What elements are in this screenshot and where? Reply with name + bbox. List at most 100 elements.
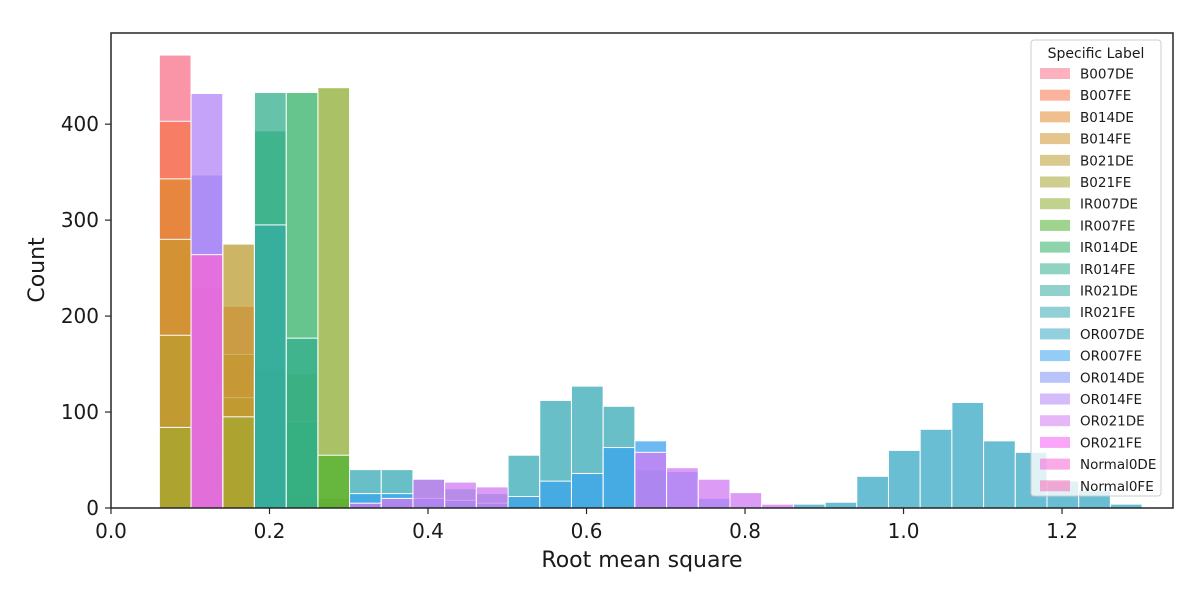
legend-label: B014DE — [1080, 110, 1134, 126]
bar — [190, 254, 224, 509]
y-tick-label: 200 — [61, 304, 99, 328]
bar — [317, 87, 351, 509]
y-tick-label: 100 — [61, 400, 99, 424]
legend-label: OR007DE — [1080, 327, 1145, 343]
legend-label: IR014FE — [1080, 262, 1135, 278]
legend-swatch — [1040, 328, 1070, 340]
legend-swatch — [1040, 154, 1070, 166]
legend-label: IR021DE — [1080, 284, 1138, 300]
bar — [824, 501, 858, 509]
legend-label: OR014DE — [1080, 370, 1145, 386]
x-axis-label: Root mean square — [541, 548, 742, 573]
legend-swatch — [1040, 285, 1070, 296]
legend-label: B007FE — [1080, 88, 1131, 104]
bar — [507, 495, 541, 509]
legend-swatch — [1040, 111, 1070, 123]
y-tick-label: 0 — [86, 496, 99, 520]
legend-entry: B021FE — [1040, 175, 1131, 191]
y-axis-ticks: 0 100 200 300 400 — [61, 112, 111, 520]
bar — [158, 426, 192, 509]
bar — [602, 447, 636, 509]
bar — [951, 401, 985, 509]
legend-label: IR007DE — [1080, 197, 1138, 213]
legend-swatch — [1040, 306, 1070, 318]
legend-entry: B021DE — [1040, 153, 1134, 169]
legend-swatch — [1040, 68, 1070, 79]
bar — [666, 467, 699, 509]
axes-frame — [110, 32, 1174, 509]
legend-swatch — [1040, 436, 1070, 448]
legend-label: B021FE — [1080, 175, 1131, 191]
series-IR021DE — [253, 224, 287, 509]
legend-items: B007DE B007FE B014DE B014FE B021DE B021FE IR00… — [1040, 67, 1156, 495]
legend-swatch — [1040, 415, 1070, 427]
legend-title: Specific Label — [1048, 46, 1145, 62]
bar — [919, 428, 953, 509]
x-tick-label: 0.0 — [95, 519, 127, 543]
bar — [697, 478, 731, 509]
legend-entry: IR007DE — [1040, 197, 1138, 213]
x-axis-ticks: 0.0 0.2 0.4 0.6 0.8 1.0 1.2 — [95, 508, 1078, 543]
bar — [887, 449, 921, 509]
y-tick-label: 300 — [61, 208, 99, 232]
legend-entry: IR014FE — [1040, 262, 1135, 278]
legend-entry: Normal0DE — [1040, 457, 1156, 473]
legend-swatch — [1040, 133, 1070, 145]
series-OR007DE — [792, 401, 1143, 509]
bar — [539, 480, 572, 509]
legend-entry: IR007FE — [1040, 218, 1135, 234]
legend-entry: OR021FE — [1040, 435, 1142, 451]
legend-entry: B007FE — [1040, 88, 1131, 104]
legend-label: IR007FE — [1080, 218, 1135, 234]
bar — [475, 486, 509, 509]
legend-entry: B007DE — [1040, 67, 1134, 83]
series-Normal0DE — [190, 254, 224, 509]
legend-swatch — [1040, 458, 1070, 470]
legend-label: IR014DE — [1080, 240, 1138, 256]
legend-swatch — [1040, 241, 1070, 253]
bar — [729, 492, 763, 509]
legend-entry: OR014DE — [1040, 370, 1145, 386]
legend-entry: B014DE — [1040, 110, 1134, 126]
legend-entry: OR021DE — [1040, 414, 1145, 430]
legend-label: OR021DE — [1080, 414, 1145, 430]
x-tick-label: 0.8 — [729, 519, 761, 543]
legend-label: B007DE — [1080, 67, 1134, 83]
legend-label: IR021FE — [1080, 305, 1135, 321]
legend-swatch — [1040, 263, 1070, 275]
legend-entry: IR021DE — [1040, 284, 1138, 300]
bar — [253, 224, 287, 509]
legend-swatch — [1040, 198, 1070, 210]
legend-label: Normal0DE — [1080, 457, 1156, 473]
legend-swatch — [1040, 393, 1070, 405]
legend-label: B021DE — [1080, 153, 1134, 169]
x-tick-label: 0.2 — [254, 519, 286, 543]
bar — [570, 472, 604, 509]
x-tick-label: 0.4 — [412, 519, 444, 543]
legend-swatch — [1040, 176, 1070, 188]
y-axis-label: Count — [25, 237, 50, 303]
bar — [444, 481, 477, 509]
series-OR021DE — [349, 451, 794, 509]
legend-label: Normal0FE — [1080, 479, 1154, 495]
histogram-bars — [158, 54, 1143, 509]
legend-entry: OR007DE — [1040, 327, 1145, 343]
bar — [380, 497, 414, 509]
y-tick-label: 400 — [61, 112, 99, 136]
legend-label: OR021FE — [1080, 435, 1142, 451]
bar — [317, 454, 351, 509]
legend-label: B014FE — [1080, 132, 1131, 148]
legend: Specific Label B007DEB007FEB014DEB014FEB… — [1030, 39, 1162, 497]
legend-swatch — [1040, 371, 1070, 383]
legend-swatch — [1040, 350, 1070, 362]
legend-label: OR007FE — [1080, 349, 1142, 365]
x-tick-label: 1.2 — [1046, 519, 1078, 543]
legend-entry: IR021FE — [1040, 305, 1135, 321]
legend-swatch — [1040, 89, 1070, 101]
legend-label: OR014FE — [1080, 392, 1142, 408]
legend-entry: B014FE — [1040, 132, 1131, 148]
bar — [634, 451, 668, 509]
legend-swatch — [1040, 480, 1070, 492]
legend-entry: OR014FE — [1040, 392, 1142, 408]
